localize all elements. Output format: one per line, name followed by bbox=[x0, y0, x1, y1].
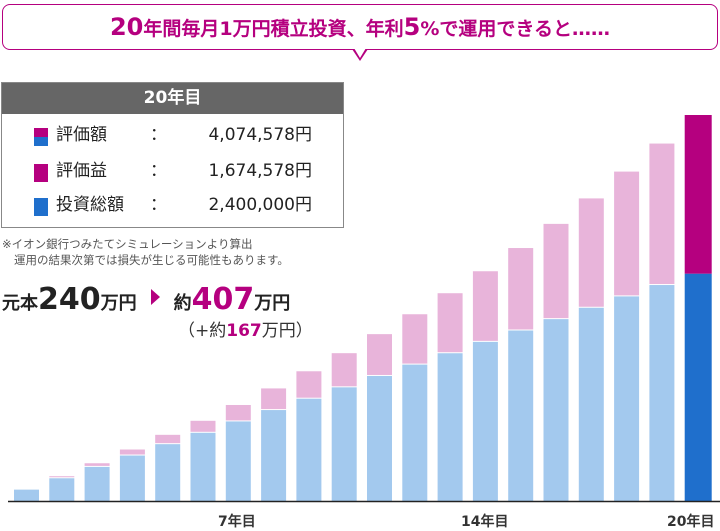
x-tick-label: 14年目 bbox=[461, 514, 509, 530]
gain-summary: （+約167万円） bbox=[178, 316, 313, 341]
legend-row-principal: 投資総額 ： 2,400,000円 bbox=[32, 194, 332, 216]
headline-bubble: 20年間毎月1万円積立投資、年利5%で運用できると…… bbox=[2, 4, 718, 50]
bar-gain bbox=[578, 198, 604, 307]
legend-title: 20年目 bbox=[2, 83, 343, 114]
legend-value: 4,074,578円 bbox=[208, 125, 312, 145]
summary: 元本240万円 約407万円 bbox=[2, 282, 290, 317]
gain-unit: 万円） bbox=[261, 321, 313, 341]
bar-principal bbox=[225, 421, 251, 501]
bar-principal bbox=[84, 466, 110, 501]
headline-text-end: %で運用できると…… bbox=[420, 18, 610, 40]
legend-value: 1,674,578円 bbox=[208, 161, 312, 181]
bar-principal bbox=[331, 387, 357, 501]
result-unit: 万円 bbox=[254, 293, 291, 314]
x-tick-label: 20年目 bbox=[667, 514, 715, 530]
x-tick-label: 7年目 bbox=[218, 514, 256, 530]
bar-gain bbox=[402, 314, 428, 364]
disclaimer-note: ※イオン銀行つみたてシミュレーションより算出 運用の結果次第では損失が生じる可能… bbox=[2, 236, 289, 268]
legend-swatch bbox=[34, 164, 48, 182]
bar-gain bbox=[119, 449, 145, 455]
bar-principal bbox=[14, 489, 39, 501]
bar-gain bbox=[155, 434, 181, 444]
bar-gain bbox=[84, 463, 110, 466]
bar-gain bbox=[49, 476, 75, 478]
legend-colon: ： bbox=[150, 125, 167, 145]
bar-principal bbox=[649, 285, 675, 501]
headline-text: 年間毎月1万円積立投資、年利 bbox=[143, 18, 404, 40]
result-label: 約 bbox=[173, 293, 192, 314]
bar-gain bbox=[508, 248, 534, 330]
bar-gain bbox=[437, 293, 463, 353]
legend-label: 評価額 bbox=[56, 125, 107, 145]
bar-principal bbox=[437, 353, 463, 501]
legend-swatch bbox=[34, 128, 48, 146]
bar-principal bbox=[508, 330, 534, 501]
principal-unit: 万円 bbox=[100, 293, 137, 314]
bar-gain bbox=[261, 388, 287, 410]
result-amount: 407 bbox=[191, 282, 255, 317]
note-line: 運用の結果次第では損失が生じる可能性もあります。 bbox=[14, 253, 289, 267]
arrow-right-icon bbox=[150, 289, 160, 305]
bubble-pointer-inner bbox=[354, 48, 366, 58]
bar-gain bbox=[649, 143, 675, 285]
bar-principal bbox=[367, 375, 392, 501]
bar-principal bbox=[49, 478, 75, 501]
bar-gain bbox=[684, 115, 712, 274]
principal-label: 元本 bbox=[2, 293, 38, 314]
headline-rate: 5 bbox=[403, 13, 421, 41]
legend-value: 2,400,000円 bbox=[208, 195, 312, 215]
bar-gain bbox=[367, 334, 392, 375]
bar-principal bbox=[296, 398, 322, 501]
bar-principal bbox=[614, 296, 640, 501]
bar-gain bbox=[190, 420, 216, 432]
bar-principal bbox=[402, 364, 428, 501]
bar-principal bbox=[684, 273, 712, 501]
gain-label: （+約 bbox=[178, 321, 227, 341]
bar-principal bbox=[190, 432, 216, 501]
bar-principal bbox=[261, 410, 287, 501]
legend-box: 20年目 評価額 ： 4,074,578円 評価益 ： 1,674,578円 投… bbox=[1, 82, 344, 228]
bar-principal bbox=[543, 319, 569, 501]
bar-gain bbox=[296, 371, 322, 398]
bar-gain bbox=[331, 353, 357, 387]
bar-principal bbox=[155, 444, 181, 501]
headline-years: 20 bbox=[109, 13, 144, 41]
bar-gain bbox=[225, 404, 251, 421]
gain-amount: 167 bbox=[226, 321, 262, 341]
legend-colon: ： bbox=[150, 195, 167, 215]
bar-gain bbox=[543, 223, 569, 319]
bar-principal bbox=[578, 307, 604, 501]
note-line: ※イオン銀行つみたてシミュレーションより算出 bbox=[2, 237, 253, 251]
bar-principal bbox=[472, 341, 498, 501]
legend-label: 評価益 bbox=[56, 161, 107, 181]
bar-gain bbox=[472, 271, 498, 341]
bar-principal bbox=[119, 455, 145, 501]
legend-label: 投資総額 bbox=[56, 195, 124, 215]
legend-colon: ： bbox=[150, 161, 167, 181]
legend-row-valuation: 評価額 ： 4,074,578円 bbox=[32, 124, 332, 146]
legend-row-gain: 評価益 ： 1,674,578円 bbox=[32, 160, 332, 182]
bar-gain bbox=[614, 171, 640, 296]
principal-amount: 240 bbox=[38, 282, 101, 317]
legend-swatch bbox=[34, 198, 48, 216]
